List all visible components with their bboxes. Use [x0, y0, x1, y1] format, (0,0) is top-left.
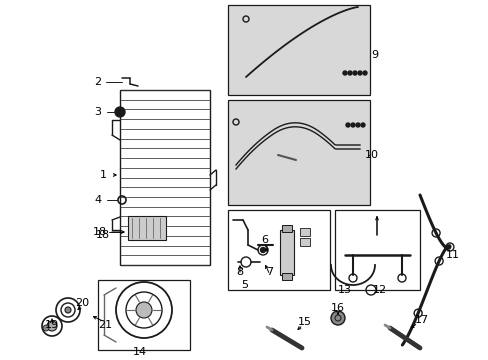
Text: 10: 10 — [364, 150, 378, 160]
Text: 1: 1 — [99, 170, 106, 180]
Circle shape — [136, 302, 152, 318]
Bar — [98, 280, 190, 350]
Circle shape — [350, 123, 354, 127]
Circle shape — [115, 107, 125, 117]
Circle shape — [260, 248, 265, 252]
Text: 16: 16 — [330, 303, 345, 313]
Text: 11: 11 — [445, 250, 459, 260]
Bar — [299, 228, 309, 236]
Circle shape — [65, 307, 71, 313]
Circle shape — [330, 311, 345, 325]
Text: 5: 5 — [241, 280, 248, 290]
Bar — [280, 230, 293, 275]
Circle shape — [346, 123, 349, 127]
Bar — [227, 5, 369, 95]
Text: 21: 21 — [98, 320, 112, 330]
Circle shape — [362, 71, 366, 75]
Circle shape — [357, 71, 361, 75]
Text: 4: 4 — [94, 195, 102, 205]
Text: 18: 18 — [96, 230, 110, 240]
Text: 3: 3 — [94, 107, 102, 117]
Circle shape — [47, 321, 57, 331]
Text: 2: 2 — [94, 77, 102, 87]
Circle shape — [347, 71, 351, 75]
Text: 9: 9 — [371, 50, 378, 60]
Text: 14: 14 — [133, 347, 147, 357]
Text: 6: 6 — [261, 235, 268, 245]
Text: 20: 20 — [75, 298, 89, 308]
Bar — [282, 273, 291, 280]
Bar — [128, 216, 165, 240]
Text: 12: 12 — [372, 285, 386, 295]
Circle shape — [342, 71, 346, 75]
Bar — [120, 90, 209, 265]
Circle shape — [360, 123, 364, 127]
Text: 17: 17 — [414, 315, 428, 325]
Circle shape — [355, 123, 359, 127]
Text: 8: 8 — [236, 267, 243, 277]
Text: 18: 18 — [93, 227, 107, 237]
Bar — [299, 238, 309, 246]
Bar — [334, 210, 419, 290]
Bar — [227, 100, 369, 205]
Text: 19: 19 — [45, 320, 59, 330]
Circle shape — [43, 325, 49, 331]
Text: 7: 7 — [266, 267, 273, 277]
Text: 15: 15 — [297, 317, 311, 327]
Circle shape — [352, 71, 356, 75]
Bar — [282, 225, 291, 232]
Text: 13: 13 — [337, 285, 351, 295]
Bar — [227, 210, 329, 290]
